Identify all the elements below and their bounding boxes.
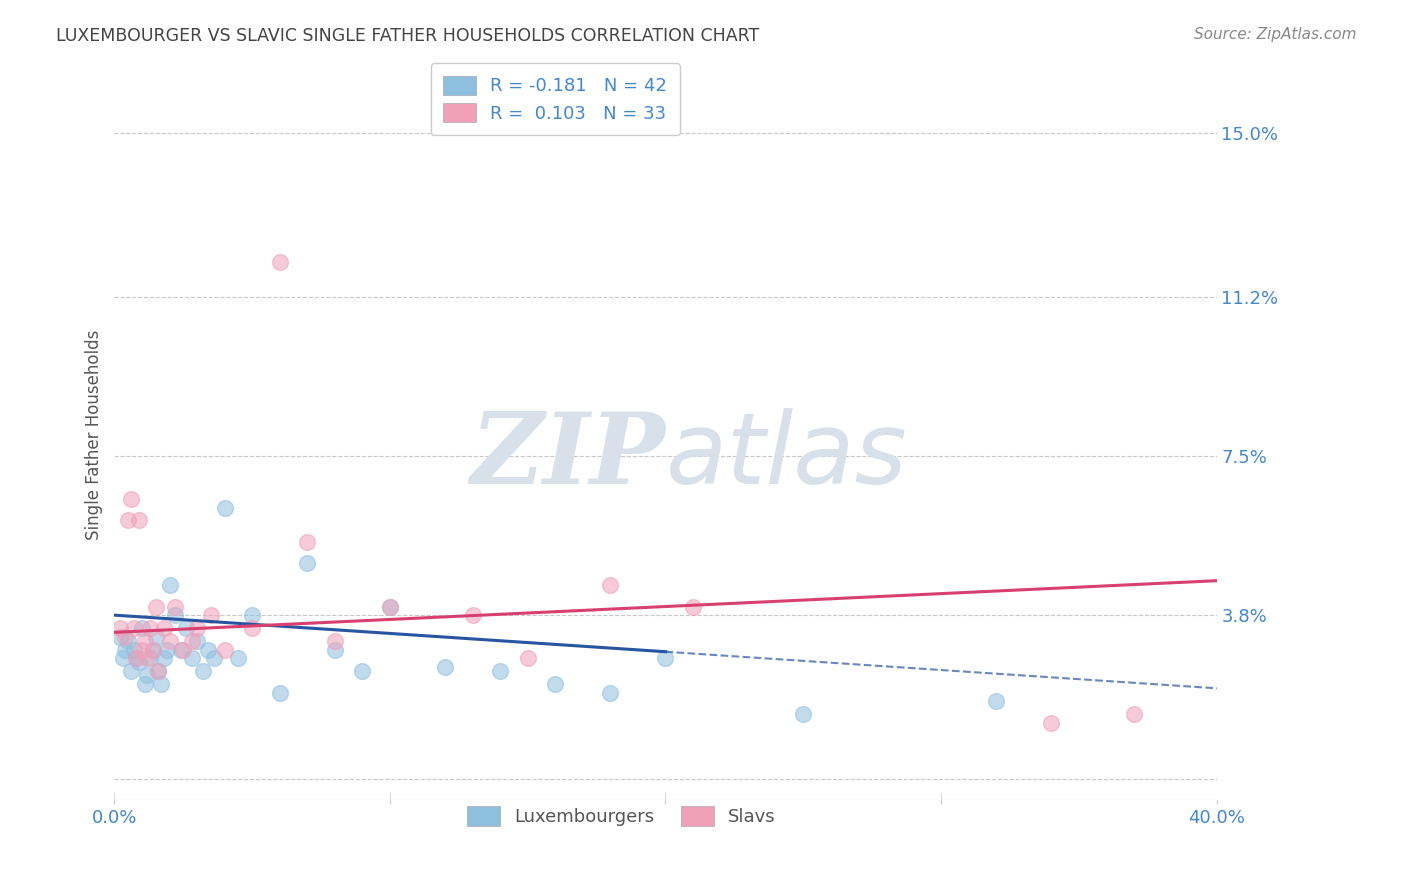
Point <box>240 621 263 635</box>
Point <box>174 621 197 635</box>
Point <box>197 642 219 657</box>
Point <box>145 599 167 614</box>
Point <box>131 621 153 635</box>
Point <box>352 664 374 678</box>
Point <box>139 621 162 635</box>
Point <box>297 535 319 549</box>
Point <box>378 599 401 614</box>
Point <box>202 651 225 665</box>
Point <box>163 599 186 614</box>
Point <box>323 642 346 657</box>
Point <box>214 642 236 657</box>
Point <box>148 664 170 678</box>
Point <box>128 656 150 670</box>
Point <box>122 621 145 635</box>
Point <box>200 608 222 623</box>
Point <box>134 634 156 648</box>
Point <box>269 255 291 269</box>
Point <box>145 630 167 644</box>
Point <box>148 664 170 678</box>
Point <box>125 651 148 665</box>
Point <box>159 578 181 592</box>
Point <box>120 491 142 506</box>
Point <box>323 634 346 648</box>
Point <box>240 608 263 623</box>
Point <box>114 642 136 657</box>
Point <box>108 630 131 644</box>
Point <box>191 664 214 678</box>
Point <box>108 621 131 635</box>
Point <box>599 685 621 699</box>
Point <box>111 651 134 665</box>
Point <box>297 557 319 571</box>
Point <box>156 642 179 657</box>
Point <box>139 651 162 665</box>
Text: ZIP: ZIP <box>471 408 665 505</box>
Point <box>186 621 208 635</box>
Point <box>180 634 202 648</box>
Text: Source: ZipAtlas.com: Source: ZipAtlas.com <box>1194 27 1357 42</box>
Point <box>1122 707 1144 722</box>
Point <box>153 621 176 635</box>
Y-axis label: Single Father Households: Single Father Households <box>86 329 103 540</box>
Point <box>792 707 814 722</box>
Point <box>136 668 159 682</box>
Point <box>153 651 176 665</box>
Point <box>128 513 150 527</box>
Point <box>984 694 1007 708</box>
Point <box>134 677 156 691</box>
Legend: Luxembourgers, Slavs: Luxembourgers, Slavs <box>458 797 785 835</box>
Point <box>117 634 139 648</box>
Point <box>214 500 236 515</box>
Point <box>159 634 181 648</box>
Point <box>131 642 153 657</box>
Point <box>489 664 512 678</box>
Point <box>180 651 202 665</box>
Point <box>142 642 165 657</box>
Point <box>136 651 159 665</box>
Point <box>461 608 484 623</box>
Point <box>125 651 148 665</box>
Point <box>434 660 457 674</box>
Point <box>172 642 194 657</box>
Point <box>516 651 538 665</box>
Point <box>682 599 704 614</box>
Point <box>228 651 250 665</box>
Point <box>169 642 191 657</box>
Point <box>142 642 165 657</box>
Point <box>269 685 291 699</box>
Point <box>544 677 567 691</box>
Point <box>654 651 676 665</box>
Point <box>117 513 139 527</box>
Point <box>599 578 621 592</box>
Point <box>150 677 173 691</box>
Point <box>1040 715 1063 730</box>
Point <box>378 599 401 614</box>
Point <box>122 642 145 657</box>
Point <box>120 664 142 678</box>
Point <box>186 634 208 648</box>
Text: atlas: atlas <box>665 408 907 505</box>
Point <box>163 608 186 623</box>
Text: LUXEMBOURGER VS SLAVIC SINGLE FATHER HOUSEHOLDS CORRELATION CHART: LUXEMBOURGER VS SLAVIC SINGLE FATHER HOU… <box>56 27 759 45</box>
Point <box>114 630 136 644</box>
